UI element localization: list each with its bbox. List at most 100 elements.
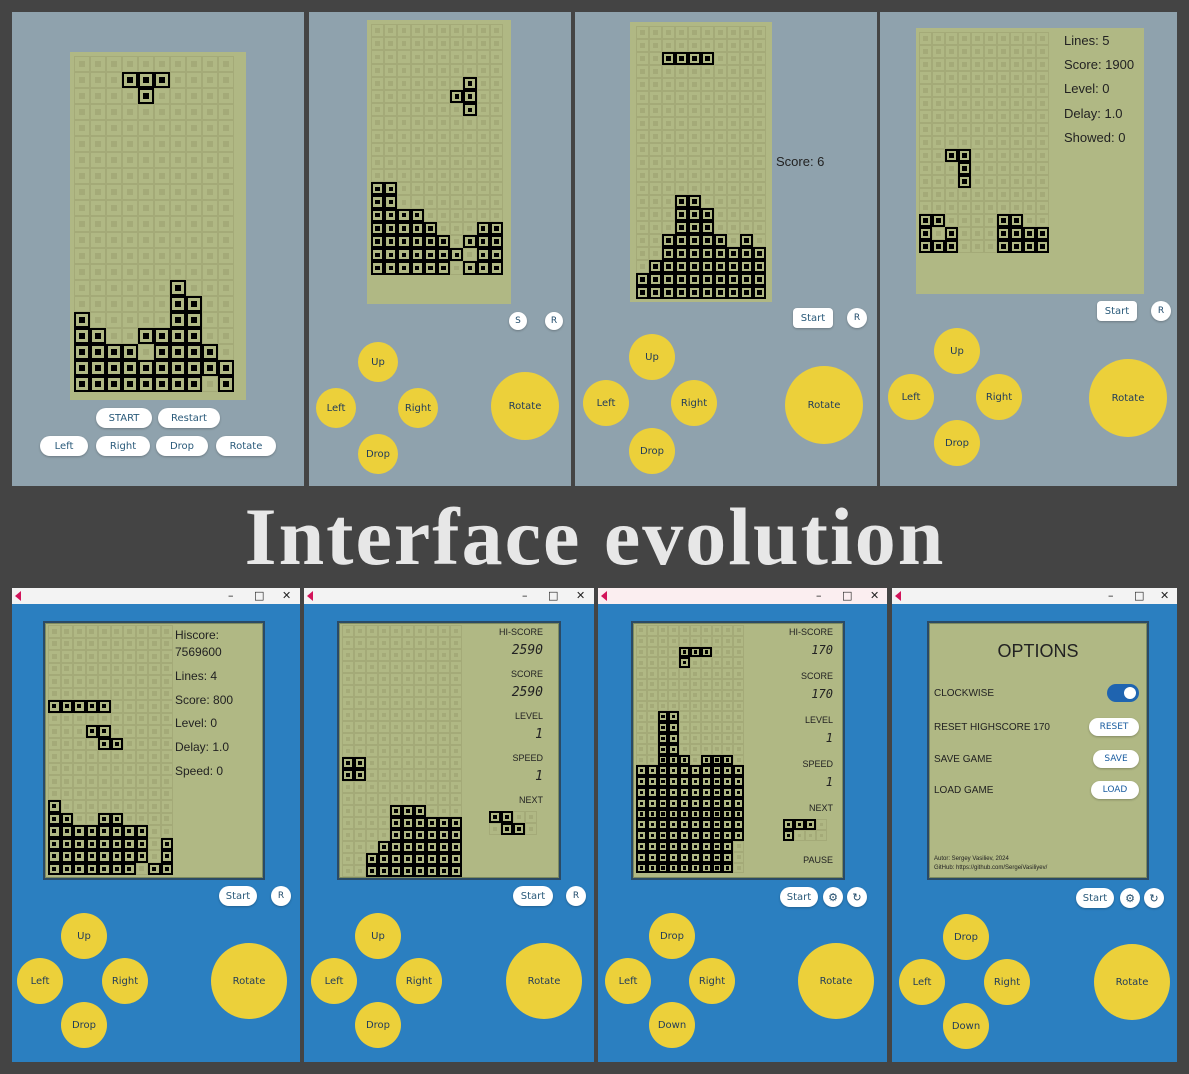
save-game-button[interactable]: SAVE <box>1093 750 1139 768</box>
empty-cell <box>722 743 734 755</box>
left-button[interactable]: Left <box>40 436 88 456</box>
drop-button[interactable]: Drop <box>649 913 695 959</box>
r-button[interactable]: R <box>566 886 586 906</box>
empty-cell <box>366 757 378 769</box>
empty-cell <box>733 851 744 863</box>
rotate-button[interactable]: Rotate <box>1094 944 1170 1020</box>
empty-cell <box>971 84 984 97</box>
rotate-button[interactable]: Rotate <box>798 943 874 1019</box>
empty-cell <box>945 32 958 45</box>
start-button[interactable]: Start <box>1076 888 1114 908</box>
reset-highscore-button[interactable]: RESET <box>1089 718 1139 736</box>
minimize-icon[interactable]: – <box>816 589 822 602</box>
filled-cell <box>436 261 451 275</box>
drop-button[interactable]: Drop <box>156 436 208 456</box>
minimize-icon[interactable]: – <box>1108 589 1114 602</box>
up-button[interactable]: Up <box>61 913 107 959</box>
empty-cell <box>354 841 366 853</box>
drop-button[interactable]: Drop <box>61 1002 107 1048</box>
drop-button[interactable]: Drop <box>355 1002 401 1048</box>
left-button[interactable]: Left <box>583 380 629 426</box>
drop-button[interactable]: Drop <box>358 434 398 474</box>
maximize-icon[interactable]: □ <box>1134 589 1145 602</box>
restart-button[interactable]: Restart <box>158 408 220 428</box>
reset-button[interactable]: ↻ <box>1144 888 1164 908</box>
filled-cell <box>48 812 61 825</box>
minimize-icon[interactable]: – <box>228 589 234 602</box>
r-button[interactable]: R <box>1151 301 1171 321</box>
reset-button[interactable]: ↻ <box>847 887 867 907</box>
minimize-icon[interactable]: – <box>522 589 528 602</box>
left-button[interactable]: Left <box>316 388 356 428</box>
down-button[interactable]: Down <box>649 1002 695 1048</box>
right-button[interactable]: Right <box>398 388 438 428</box>
load-game-button[interactable]: LOAD <box>1091 781 1139 799</box>
filled-cell <box>711 808 723 820</box>
close-icon[interactable]: ✕ <box>282 589 292 602</box>
settings-button[interactable]: ⚙ <box>1120 888 1140 908</box>
right-button[interactable]: Right <box>984 959 1030 1005</box>
r-button[interactable]: R <box>271 886 291 906</box>
left-button[interactable]: Left <box>899 959 945 1005</box>
maximize-icon[interactable]: □ <box>254 589 265 602</box>
up-button[interactable]: Up <box>629 334 675 380</box>
empty-cell <box>919 97 932 110</box>
maximize-icon[interactable]: □ <box>842 589 853 602</box>
rotate-button[interactable]: Rotate <box>506 943 582 1019</box>
right-button[interactable]: Right <box>396 958 442 1004</box>
empty-cell <box>997 123 1010 136</box>
right-button[interactable]: Right <box>102 958 148 1004</box>
start-button[interactable]: Start <box>793 308 833 328</box>
filled-cell <box>410 208 424 222</box>
rotate-button[interactable]: Rotate <box>1089 359 1167 437</box>
drop-button[interactable]: Drop <box>943 914 989 960</box>
close-icon[interactable]: ✕ <box>1160 589 1170 602</box>
empty-cell <box>160 725 173 738</box>
left-button[interactable]: Left <box>605 958 651 1004</box>
empty-cell <box>371 169 385 183</box>
filled-cell <box>636 786 647 798</box>
rotate-button[interactable]: Rotate <box>216 436 276 456</box>
empty-cell <box>727 65 740 78</box>
s-button[interactable]: S <box>509 312 527 330</box>
close-icon[interactable]: ✕ <box>576 589 586 602</box>
maximize-icon[interactable]: □ <box>548 589 559 602</box>
empty-cell <box>98 712 111 725</box>
filled-cell <box>657 830 669 841</box>
right-button[interactable]: Right <box>689 958 735 1004</box>
start-button[interactable]: Start <box>513 886 553 906</box>
drop-button[interactable]: Drop <box>629 428 675 474</box>
down-button[interactable]: Down <box>943 1003 989 1049</box>
left-button[interactable]: Left <box>17 958 63 1004</box>
github-link[interactable]: GitHub: https://github.com/SergeiVasiliy… <box>934 865 1048 871</box>
empty-cell <box>932 123 945 136</box>
rotate-button[interactable]: Rotate <box>491 372 559 440</box>
empty-cell <box>390 793 402 805</box>
right-button[interactable]: Right <box>96 436 150 456</box>
empty-cell <box>74 56 90 72</box>
up-button[interactable]: Up <box>355 913 401 959</box>
filled-cell <box>73 837 86 850</box>
rotate-button[interactable]: Rotate <box>211 943 287 1019</box>
clockwise-toggle[interactable] <box>1107 684 1139 702</box>
empty-cell <box>711 646 723 658</box>
start-button[interactable]: Start <box>1097 301 1137 321</box>
left-button[interactable]: Left <box>888 374 934 420</box>
start-button[interactable]: Start <box>219 886 257 906</box>
r-button[interactable]: R <box>847 308 867 328</box>
up-button[interactable]: Up <box>358 342 398 382</box>
left-button[interactable]: Left <box>311 958 357 1004</box>
settings-button[interactable]: ⚙ <box>823 887 843 907</box>
r-button[interactable]: R <box>545 312 563 330</box>
filled-cell <box>657 776 669 787</box>
right-button[interactable]: Right <box>976 374 1022 420</box>
start-button[interactable]: START <box>96 408 152 428</box>
drop-button[interactable]: Drop <box>934 420 980 466</box>
up-button[interactable]: Up <box>934 328 980 374</box>
rotate-button[interactable]: Rotate <box>785 366 863 444</box>
empty-cell <box>378 661 390 673</box>
start-button[interactable]: Start <box>780 887 818 907</box>
empty-cell <box>410 50 424 64</box>
right-button[interactable]: Right <box>671 380 717 426</box>
close-icon[interactable]: ✕ <box>870 589 880 602</box>
